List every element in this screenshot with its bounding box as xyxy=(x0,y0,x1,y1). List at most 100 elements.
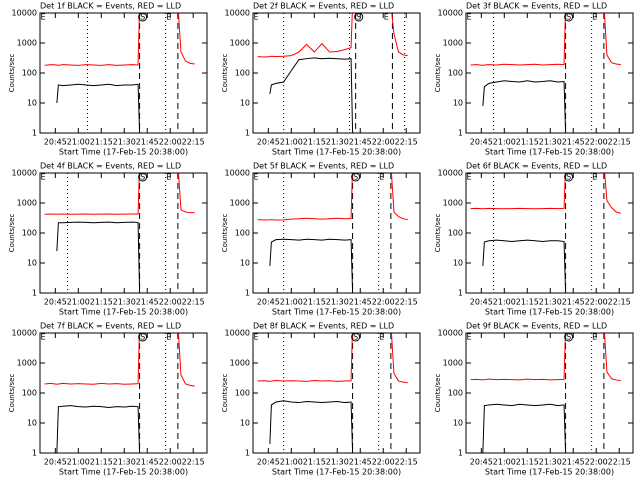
panel: Det 7f BLACK = Events, RED = LLD Start Ti… xyxy=(8,322,208,477)
y-tick-label: 100 xyxy=(22,229,37,238)
plot-frame xyxy=(252,332,421,454)
annotation: E xyxy=(467,13,472,22)
x-tick-label: 21:00 xyxy=(67,138,90,147)
x-tick-label: 20:45 xyxy=(44,458,67,467)
x-tick-label: 21:00 xyxy=(280,138,303,147)
y-tick-label: 10 xyxy=(453,259,463,268)
y-tick-label: 1 xyxy=(245,449,250,458)
annotation: S xyxy=(566,173,571,182)
x-tick-label: 22:15 xyxy=(182,298,205,307)
annotation: E xyxy=(254,333,259,342)
y-axis-label: Counts/sec xyxy=(221,374,229,413)
x-tick-label: 22:00 xyxy=(159,138,182,147)
x-tick-label: 21:45 xyxy=(136,298,159,307)
y-tick-label: 10000 xyxy=(438,169,463,178)
series-line xyxy=(56,221,141,293)
y-tick-label: 10000 xyxy=(438,9,463,18)
annotation: E xyxy=(41,333,46,342)
x-tick-label: 21:30 xyxy=(113,298,136,307)
y-tick-label: 10 xyxy=(240,99,250,108)
x-tick-label: 22:15 xyxy=(395,298,418,307)
annotation: E xyxy=(41,173,46,182)
y-tick-label: 100 xyxy=(235,229,250,238)
x-tick-label: 22:00 xyxy=(585,458,608,467)
plot-frame xyxy=(465,172,634,294)
y-tick-label: 100 xyxy=(235,389,250,398)
y-tick-label: 100 xyxy=(448,229,463,238)
y-axis-label: Counts/sec xyxy=(434,214,442,253)
plot-frame xyxy=(39,332,208,454)
y-tick-label: 10000 xyxy=(12,9,37,18)
annotation: S xyxy=(140,173,145,182)
x-tick-label: 21:15 xyxy=(516,298,539,307)
annotation: E xyxy=(254,13,259,22)
y-axis-label: Counts/sec xyxy=(8,54,16,93)
x-tick-label: 21:45 xyxy=(136,138,159,147)
annotation: E xyxy=(41,13,46,22)
x-tick-label: 22:15 xyxy=(395,458,418,467)
plot-frame xyxy=(465,332,634,454)
annotation: E xyxy=(467,173,472,182)
x-tick-label: 21:30 xyxy=(539,138,562,147)
annotation: E xyxy=(384,13,389,22)
x-axis-label: Start Time (17-Feb-15 20:38:00) xyxy=(485,308,614,317)
y-tick-label: 10000 xyxy=(12,169,37,178)
y-tick-label: 10 xyxy=(240,419,250,428)
annotation: S xyxy=(353,173,358,182)
y-tick-label: 10000 xyxy=(225,9,250,18)
x-tick-label: 20:45 xyxy=(470,458,493,467)
x-tick-label: 21:15 xyxy=(516,138,539,147)
plot-frame xyxy=(252,12,421,134)
x-tick-label: 21:15 xyxy=(90,458,113,467)
y-tick-label: 1 xyxy=(32,129,37,138)
x-tick-label: 21:30 xyxy=(326,298,349,307)
x-tick-label: 22:00 xyxy=(372,458,395,467)
annotation: E xyxy=(379,333,384,342)
y-tick-label: 10000 xyxy=(438,329,463,338)
x-tick-label: 21:45 xyxy=(349,138,372,147)
x-tick-label: 21:30 xyxy=(539,298,562,307)
y-tick-label: 100 xyxy=(22,389,37,398)
chart-title: Det 6f BLACK = Events, RED = LLD xyxy=(466,162,607,171)
y-tick-label: 100 xyxy=(448,69,463,78)
chart-title: Det 4f BLACK = Events, RED = LLD xyxy=(40,162,181,171)
annotation: S xyxy=(356,13,361,22)
y-axis-label: Counts/sec xyxy=(221,214,229,253)
x-tick-label: 22:00 xyxy=(585,298,608,307)
chart-title: Det 8f BLACK = Events, RED = LLD xyxy=(253,322,394,331)
x-tick-label: 21:30 xyxy=(326,458,349,467)
series-line xyxy=(269,57,354,133)
series-line xyxy=(269,238,354,293)
y-tick-label: 10 xyxy=(453,99,463,108)
x-tick-label: 20:45 xyxy=(257,298,280,307)
y-tick-label: 10000 xyxy=(225,169,250,178)
x-tick-label: 20:45 xyxy=(257,458,280,467)
y-tick-label: 10 xyxy=(240,259,250,268)
plot-frame xyxy=(39,172,208,294)
x-tick-label: 20:45 xyxy=(470,138,493,147)
plot-frame xyxy=(39,12,208,134)
panel: Det 5f BLACK = Events, RED = LLD Start Ti… xyxy=(221,162,421,317)
x-tick-label: 21:30 xyxy=(539,458,562,467)
x-tick-label: 22:15 xyxy=(395,138,418,147)
annotation: S xyxy=(140,333,145,342)
y-tick-label: 1000 xyxy=(17,39,37,48)
y-tick-label: 1000 xyxy=(443,39,463,48)
x-axis-label: Start Time (17-Feb-15 20:38:00) xyxy=(485,148,614,157)
y-tick-label: 10 xyxy=(27,99,37,108)
series-line xyxy=(482,403,567,453)
y-tick-label: 100 xyxy=(448,389,463,398)
x-tick-label: 21:15 xyxy=(90,138,113,147)
y-tick-label: 1 xyxy=(458,449,463,458)
x-tick-label: 21:45 xyxy=(562,298,585,307)
annotation: S xyxy=(566,333,571,342)
chart-title: Det 2f BLACK = Events, RED = LLD xyxy=(253,2,394,11)
x-axis-label: Start Time (17-Feb-15 20:38:00) xyxy=(485,468,614,477)
series-line xyxy=(257,333,408,384)
y-tick-label: 1 xyxy=(458,289,463,298)
x-tick-label: 21:45 xyxy=(562,138,585,147)
x-axis-label: Start Time (17-Feb-15 20:38:00) xyxy=(59,468,188,477)
x-axis-label: Start Time (17-Feb-15 20:38:00) xyxy=(272,308,401,317)
chart-title: Det 3f BLACK = Events, RED = LLD xyxy=(466,2,607,11)
